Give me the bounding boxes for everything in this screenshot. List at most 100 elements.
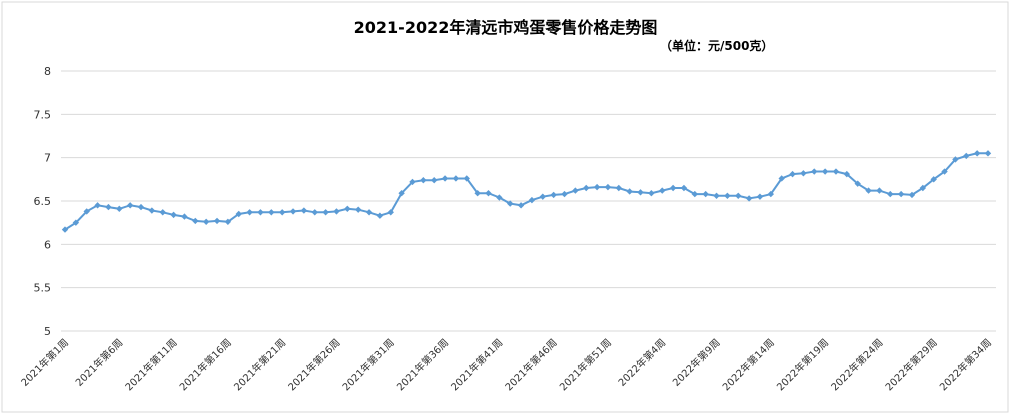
x-tick-label: 2022年第4周: [615, 336, 668, 389]
data-point: [984, 150, 992, 157]
x-tick-label: 2021年第6周: [73, 336, 126, 389]
data-point: [887, 190, 894, 198]
data-point: [463, 175, 470, 182]
data-point: [572, 187, 579, 194]
data-point: [311, 209, 318, 216]
y-tick-label: 6: [44, 238, 51, 251]
data-point: [963, 152, 970, 160]
data-point: [811, 168, 818, 175]
x-tick-label: 2022年第34周: [937, 336, 994, 393]
data-point: [213, 217, 221, 225]
data-point: [83, 208, 90, 215]
x-tick-label: 2021年第31周: [339, 336, 396, 393]
x-tick-label: 2022年第14周: [720, 336, 777, 393]
x-tick-label: 2021年第36周: [394, 336, 451, 393]
data-point: [344, 205, 351, 212]
data-point: [648, 190, 655, 197]
data-point: [289, 208, 297, 215]
data-point: [376, 212, 384, 219]
x-tick-label: 2022年第24周: [828, 336, 885, 393]
data-point: [278, 209, 286, 216]
data-point: [583, 184, 590, 192]
data-point: [778, 175, 785, 182]
data-point: [626, 188, 633, 195]
data-point: [973, 150, 981, 157]
data-point: [268, 209, 275, 216]
data-point: [756, 193, 764, 200]
x-tick-label: 2021年第16周: [177, 336, 234, 393]
data-point: [409, 178, 416, 186]
data-point: [724, 192, 731, 199]
data-point: [105, 203, 112, 211]
data-point: [441, 175, 449, 182]
data-point: [539, 193, 546, 200]
data-point: [322, 209, 329, 216]
data-point: [800, 170, 807, 177]
x-tick-label: 2021年第11周: [122, 336, 179, 393]
y-tick-label: 6.5: [34, 195, 52, 208]
data-point: [116, 205, 123, 212]
data-point: [832, 168, 840, 175]
x-tick-label: 2022年第9周: [670, 336, 723, 389]
data-point: [170, 211, 177, 219]
data-point: [604, 183, 612, 191]
data-point: [702, 190, 709, 198]
chart-title: 2021-2022年清远市鸡蛋零售价格走势图: [353, 18, 658, 37]
data-point: [257, 209, 264, 216]
series-line: [64, 152, 988, 231]
data-point: [745, 195, 753, 202]
x-tick-label: 2022年第19周: [774, 336, 831, 393]
data-point: [941, 168, 948, 175]
data-point: [496, 194, 503, 201]
y-tick-label: 8: [44, 65, 51, 78]
data-point: [148, 207, 156, 214]
data-point: [192, 217, 199, 225]
x-tick-label: 2022年第29周: [882, 336, 939, 393]
data-point: [615, 184, 622, 192]
data-point: [94, 202, 101, 209]
data-point: [485, 190, 492, 197]
data-point: [876, 187, 883, 194]
data-point: [908, 191, 916, 199]
data-point: [691, 190, 699, 198]
data-point: [550, 191, 557, 199]
x-axis-ticks: 2021年第1周 2021年第6周2021年第11周2021年第16周2021年第…: [18, 336, 994, 393]
data-point: [952, 156, 959, 163]
data-point: [61, 226, 69, 233]
data-point: [235, 210, 242, 218]
data-point: [713, 192, 720, 199]
data-point: [561, 190, 568, 198]
data-point: [333, 208, 340, 215]
data-point: [181, 213, 188, 220]
data-point: [517, 202, 525, 209]
data-point: [300, 207, 308, 214]
x-tick-label: 2021年第46周: [502, 336, 559, 393]
data-point: [365, 209, 373, 216]
data-point: [659, 187, 666, 194]
x-tick-label: 2021年第21周: [231, 336, 288, 393]
y-axis-ticks: 5 5.5 6 6.5 7 7.5 8: [34, 65, 52, 338]
data-point: [474, 190, 481, 197]
data-point: [735, 192, 742, 199]
data-point: [637, 189, 644, 196]
y-tick-label: 5.5: [34, 282, 52, 295]
data-point: [789, 170, 796, 178]
data-point: [137, 203, 145, 211]
data-point: [528, 196, 536, 204]
x-tick-label: 2021年第1周: [18, 336, 71, 389]
y-tick-label: 7: [44, 152, 51, 165]
data-point: [854, 180, 861, 187]
price-series: [61, 150, 992, 233]
data-point: [593, 183, 601, 191]
data-point: [930, 176, 937, 183]
y-tick-label: 7.5: [34, 108, 52, 121]
data-point: [420, 177, 427, 184]
data-point: [224, 218, 232, 225]
data-point: [669, 184, 677, 192]
data-point: [431, 177, 438, 184]
x-tick-label: 2021年第51周: [557, 336, 614, 393]
data-point: [126, 202, 134, 209]
